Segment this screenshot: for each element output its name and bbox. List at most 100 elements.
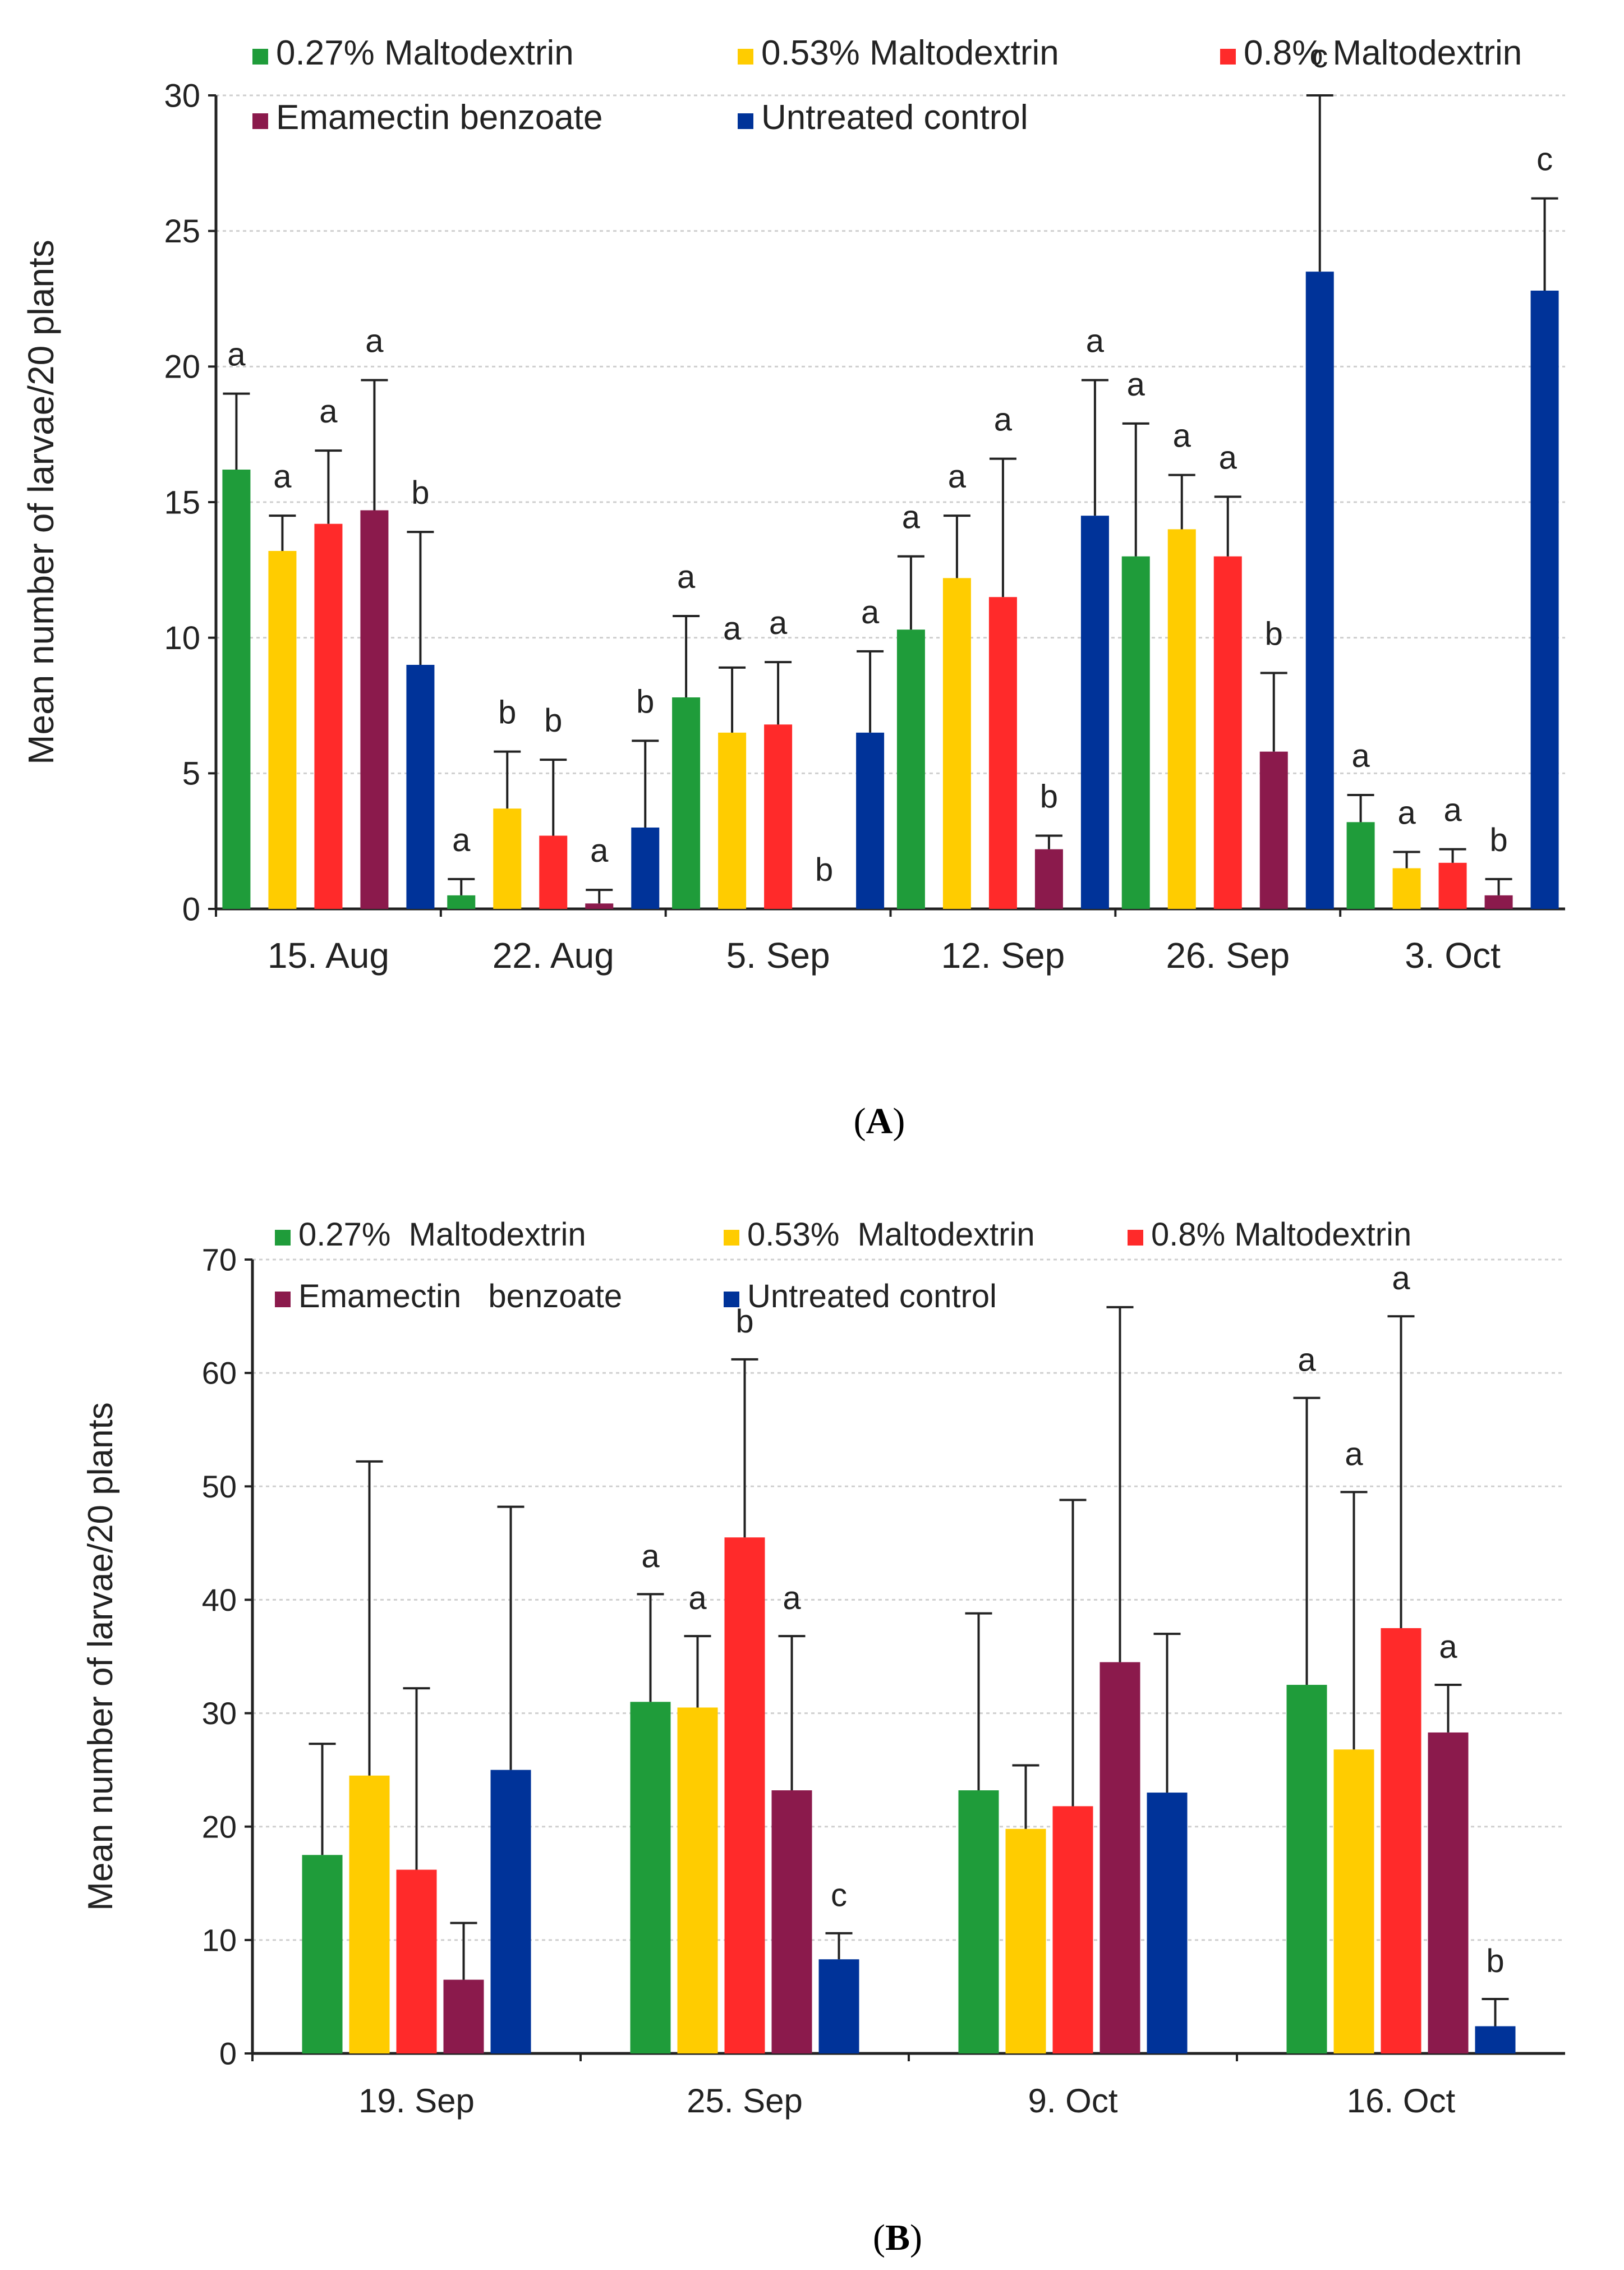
bar <box>1286 1685 1327 2053</box>
significance-letter: a <box>1345 1436 1363 1472</box>
x-tick-label: 25. Sep <box>687 2082 803 2120</box>
legend-swatch <box>724 1230 739 1246</box>
legend-swatch <box>1128 1230 1143 1246</box>
bar <box>724 1537 765 2053</box>
significance-letter: b <box>1489 822 1507 858</box>
y-axis-label: Mean number of larvae/20 plants <box>81 1402 120 1910</box>
bar <box>360 510 389 909</box>
bar <box>1381 1628 1421 2053</box>
bar <box>764 724 793 909</box>
significance-letter: a <box>452 822 471 858</box>
panel-label: (B) <box>873 2217 922 2258</box>
bar <box>942 578 971 909</box>
bar <box>302 1855 343 2053</box>
bar <box>1034 849 1063 909</box>
bar <box>585 903 614 909</box>
significance-letter: c <box>831 1877 847 1914</box>
significance-letter: a <box>723 610 742 647</box>
bar <box>771 1790 812 2053</box>
significance-letter: c <box>1536 141 1553 178</box>
y-tick-label: 30 <box>202 1695 237 1731</box>
significance-letter: a <box>590 833 609 869</box>
significance-letter: a <box>688 1580 707 1616</box>
bar <box>1052 1806 1093 2053</box>
legend-label: Emamectin benzoate <box>298 1278 622 1315</box>
bar <box>268 551 297 909</box>
bar <box>1475 2026 1516 2053</box>
y-tick-label: 10 <box>164 620 200 656</box>
significance-letter: a <box>994 402 1013 438</box>
x-tick-label: 15. Aug <box>268 935 389 976</box>
legend-swatch <box>275 1292 291 1307</box>
bar <box>988 597 1017 909</box>
significance-letter: a <box>273 458 292 495</box>
bar <box>447 895 476 909</box>
significance-letter: a <box>861 594 880 631</box>
bar <box>672 697 701 909</box>
bar <box>1428 1732 1469 2053</box>
bar <box>1080 516 1109 909</box>
significance-letter: a <box>783 1580 801 1616</box>
significance-letter: a <box>1443 792 1462 829</box>
y-tick-label: 50 <box>202 1469 237 1504</box>
significance-letter: a <box>1219 439 1237 476</box>
y-tick-label: 15 <box>164 484 200 521</box>
legend-label: 0.8% Maltodextrin <box>1151 1216 1411 1253</box>
y-tick-label: 5 <box>182 756 200 792</box>
bar <box>1259 751 1288 909</box>
y-axis-label: Mean number of larvae/20 plants <box>21 240 61 765</box>
legend-label: Untreated control <box>761 98 1028 137</box>
legend-swatch <box>252 113 268 129</box>
significance-letter: a <box>1173 418 1191 454</box>
bar <box>490 1770 531 2053</box>
significance-letter: a <box>1086 323 1105 360</box>
significance-letter: a <box>1351 738 1370 774</box>
y-tick-label: 60 <box>202 1355 237 1391</box>
significance-letter: a <box>1439 1629 1457 1665</box>
significance-letter: b <box>1265 616 1283 652</box>
bar <box>1099 1662 1140 2053</box>
bar <box>1121 556 1150 909</box>
legend-swatch <box>1220 49 1236 65</box>
bar <box>314 523 343 909</box>
bar <box>1005 1828 1046 2053</box>
y-tick-label: 20 <box>164 349 200 385</box>
chart-panel-a: 0 5 10 15 20 25 30 Mean number of larvae/20 pla… <box>21 34 1565 1142</box>
x-tick-label: 26. Sep <box>1166 935 1290 976</box>
legend-swatch <box>738 113 753 129</box>
legend-label: 0.27% Maltodextrin <box>276 34 574 72</box>
legend-swatch <box>724 1292 739 1307</box>
y-tick-label: 40 <box>202 1582 237 1618</box>
x-tick-label: 3. Oct <box>1405 935 1501 976</box>
legend-label: Untreated control <box>747 1278 997 1315</box>
bar <box>718 732 747 909</box>
significance-letter: b <box>411 475 429 511</box>
significance-letter: b <box>498 695 516 731</box>
bar <box>1530 291 1559 909</box>
legend-swatch <box>252 49 268 65</box>
bar <box>349 1775 390 2053</box>
bar <box>1346 822 1375 909</box>
y-tick-label: 30 <box>164 77 200 114</box>
y-tick-label: 0 <box>219 2036 237 2071</box>
y-tick-label: 20 <box>202 1809 237 1844</box>
panel-label: (A) <box>854 1101 905 1142</box>
significance-letter: a <box>902 499 921 536</box>
significance-letter: a <box>319 393 338 430</box>
significance-letter: a <box>1392 1260 1410 1297</box>
bar <box>1147 1793 1188 2053</box>
bar <box>1333 1749 1374 2053</box>
significance-letter: a <box>769 605 788 641</box>
significance-letter: b <box>1040 779 1058 815</box>
significance-letter: a <box>677 559 696 595</box>
bar <box>958 1790 999 2053</box>
bar <box>443 1979 484 2053</box>
bar <box>1392 868 1421 909</box>
significance-letter: b <box>735 1303 753 1340</box>
bar <box>896 629 925 909</box>
y-tick-label: 70 <box>202 1242 237 1278</box>
significance-letter: c <box>1312 38 1328 75</box>
y-tick-label: 10 <box>202 1922 237 1957</box>
chart-panel-b: 0 10 20 30 40 50 60 70 Mean number of larvae/20 … <box>81 1216 1565 2258</box>
legend-swatch <box>275 1230 291 1246</box>
